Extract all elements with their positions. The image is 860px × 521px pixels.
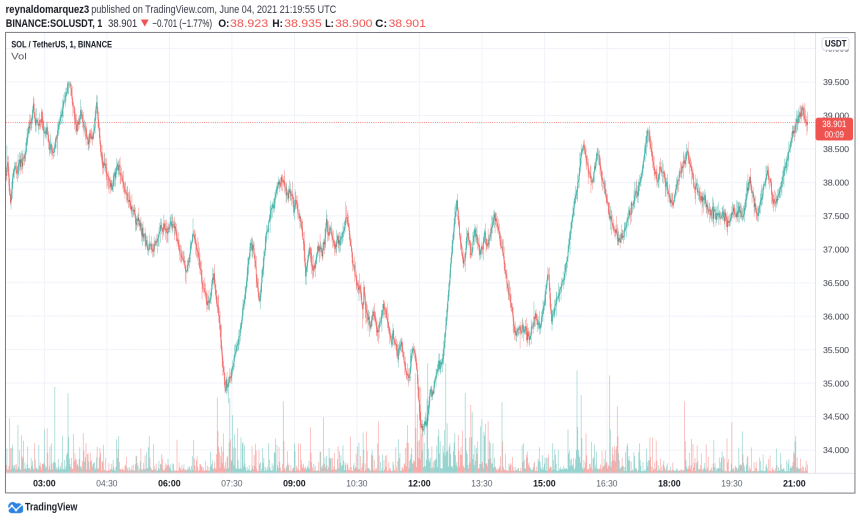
- svg-text:−0.701 (−1.77%): −0.701 (−1.77%): [152, 18, 212, 30]
- svg-text:07:30: 07:30: [221, 478, 242, 488]
- svg-text:37.500: 37.500: [823, 211, 849, 221]
- svg-text:18:00: 18:00: [658, 478, 681, 488]
- svg-text:C:: C:: [375, 18, 387, 30]
- svg-text:reynaldomarquez3: reynaldomarquez3: [6, 4, 90, 16]
- svg-text:38.923: 38.923: [230, 18, 268, 30]
- svg-text:16:30: 16:30: [596, 478, 617, 488]
- svg-text:38.901: 38.901: [389, 18, 426, 30]
- svg-text:39.500: 39.500: [823, 77, 849, 87]
- svg-text:O:: O:: [218, 18, 229, 30]
- svg-text:03:00: 03:00: [33, 478, 56, 488]
- svg-text:38.000: 38.000: [823, 178, 849, 188]
- svg-text:12:00: 12:00: [408, 478, 431, 488]
- svg-text:09:00: 09:00: [283, 478, 306, 488]
- svg-text:21:00: 21:00: [783, 478, 806, 488]
- svg-text:04:30: 04:30: [96, 478, 117, 488]
- svg-text:13:30: 13:30: [471, 478, 492, 488]
- svg-text:00:09: 00:09: [825, 129, 844, 139]
- svg-text:19:30: 19:30: [721, 478, 742, 488]
- svg-text:TradingView: TradingView: [25, 502, 78, 514]
- svg-text:published on TradingView.com,: published on TradingView.com, June 04, 2…: [91, 4, 336, 16]
- svg-text:38.901: 38.901: [108, 18, 137, 30]
- svg-text:38.500: 38.500: [823, 144, 849, 154]
- svg-text:39.000: 39.000: [823, 111, 849, 121]
- svg-text:06:00: 06:00: [158, 478, 181, 488]
- svg-text:SOL / TetherUS, 1, BINANCE: SOL / TetherUS, 1, BINANCE: [11, 40, 112, 50]
- svg-text:36.500: 36.500: [823, 278, 849, 288]
- svg-text:35.000: 35.000: [823, 378, 849, 388]
- svg-text:H:: H:: [272, 18, 283, 30]
- svg-text:38.901: 38.901: [822, 119, 846, 129]
- svg-text:USDT: USDT: [825, 38, 847, 48]
- svg-text:34.500: 34.500: [823, 412, 849, 422]
- svg-text:34.000: 34.000: [823, 445, 849, 455]
- svg-text:38.900: 38.900: [335, 18, 373, 30]
- svg-text:36.000: 36.000: [823, 311, 849, 321]
- svg-text:BINANCE:SOLUSDT, 1: BINANCE:SOLUSDT, 1: [6, 18, 103, 30]
- svg-text:15:00: 15:00: [533, 478, 556, 488]
- svg-text:Vol: Vol: [11, 51, 27, 61]
- svg-text:35.500: 35.500: [823, 345, 849, 355]
- svg-text:L:: L:: [325, 18, 334, 30]
- svg-text:37.000: 37.000: [823, 245, 849, 255]
- svg-text:38.935: 38.935: [284, 18, 322, 30]
- svg-text:10:30: 10:30: [346, 478, 367, 488]
